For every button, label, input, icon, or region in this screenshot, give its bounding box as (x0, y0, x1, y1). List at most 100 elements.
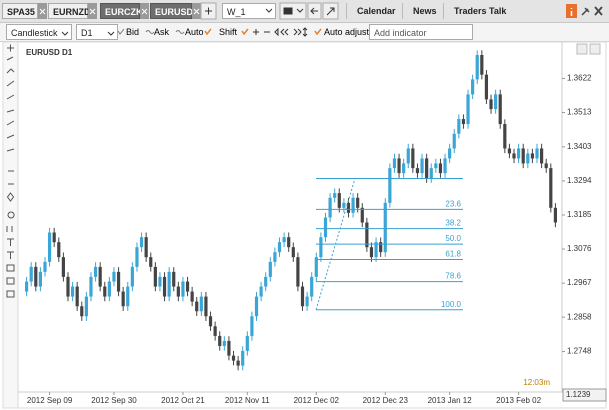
candle-body (167, 271, 171, 297)
x-tick-label: 2012 Dec 02 (294, 396, 340, 405)
candle-body (38, 271, 42, 287)
candle-body (70, 286, 75, 297)
tab[interactable]: EURUSD (150, 3, 193, 19)
candle-body (57, 242, 61, 258)
candle-body (80, 306, 84, 317)
candle-body (199, 296, 203, 312)
fib-label: 23.6 (445, 200, 461, 209)
candle-body (139, 237, 144, 248)
candle-body (328, 197, 332, 218)
candle-body (517, 148, 521, 159)
y-tick-label: 1.3076 (567, 244, 592, 253)
candle-body (126, 286, 130, 307)
candle-body (162, 276, 167, 297)
candle-body (360, 207, 364, 223)
fib-label: 100.0 (441, 300, 462, 309)
x-tick-label: 2012 Sep 30 (91, 396, 137, 405)
candle-body (383, 202, 387, 253)
y-tick-label: 1.3622 (567, 74, 592, 83)
candle-body (475, 55, 479, 80)
x-tick-label: 2013 Jan 12 (428, 396, 473, 405)
indicator-input[interactable]: Add indicator (369, 24, 473, 40)
candle-body (434, 163, 438, 169)
nav-tab[interactable]: Calendar (346, 3, 406, 19)
candle-body (185, 281, 190, 292)
candle-body (190, 291, 194, 302)
chart-frame (17, 41, 607, 409)
y-tick-label: 1.3294 (567, 176, 592, 185)
price-tag: 1.1239 (566, 390, 591, 399)
candle-body (494, 94, 498, 110)
candle-body (420, 158, 424, 174)
option[interactable]: Auto (185, 27, 204, 37)
nav-tab[interactable]: Traders Talk (443, 3, 516, 19)
chart-button[interactable] (576, 43, 588, 55)
candle-body (314, 257, 318, 277)
y-tick-label: 1.2858 (567, 312, 592, 321)
candle-body (392, 158, 397, 169)
candle-body (107, 281, 111, 297)
timer: 12:03m (523, 378, 550, 387)
candle-body (540, 148, 544, 164)
candle-body (443, 158, 447, 174)
chart-button[interactable] (589, 43, 601, 55)
candle-body (305, 296, 309, 307)
candle-body (75, 286, 79, 307)
candle-body (158, 276, 162, 287)
candle-body (457, 119, 461, 134)
y-tick-label: 1.3185 (567, 210, 592, 219)
candle-body (544, 163, 548, 169)
fib-label: 61.8 (445, 250, 461, 259)
y-tick-label: 1.2748 (567, 347, 592, 356)
candle-body (365, 222, 369, 248)
candle-body (89, 276, 93, 297)
candle-body (471, 79, 475, 95)
candle-body (144, 237, 148, 258)
x-tick-label: 2012 Sep 09 (27, 396, 73, 405)
candle-body (466, 94, 470, 125)
x-tick-label: 2013 Feb 02 (496, 396, 541, 405)
candle-body (181, 281, 185, 297)
tab[interactable]: EURNZD (48, 3, 91, 19)
fib-label: 50.0 (445, 234, 461, 243)
candle-body (310, 276, 314, 297)
candle-body (402, 163, 406, 174)
candle-body (549, 168, 553, 208)
candle-body (34, 266, 38, 287)
candle-body (254, 296, 259, 317)
candle-body (425, 158, 429, 179)
candle-body (411, 148, 415, 169)
candle-body (195, 301, 199, 312)
candle-body (153, 266, 157, 287)
tab[interactable]: EURCZK (100, 3, 143, 19)
candle-body (227, 340, 231, 356)
candle-body (282, 237, 286, 243)
candle-body (530, 153, 535, 159)
candle-body (461, 119, 466, 125)
candle-body (535, 148, 539, 159)
candle-body (484, 74, 489, 100)
candle-body (323, 217, 328, 238)
x-tick-label: 2012 Oct 21 (161, 396, 205, 405)
candle-body (103, 286, 107, 297)
nav-tab[interactable]: News (402, 3, 447, 19)
candle-body (43, 261, 47, 272)
candle-body (512, 153, 516, 159)
candle-body (438, 163, 443, 174)
candle-body (176, 286, 180, 297)
candle-body (415, 168, 420, 174)
candle-body (47, 232, 52, 262)
tab[interactable]: SPA35 (2, 3, 38, 19)
candle-body (406, 148, 410, 164)
y-tick-label: 1.3403 (567, 142, 592, 151)
auto-adjust[interactable]: Auto adjust (324, 27, 370, 37)
y-tick-label: 1.2967 (567, 278, 592, 287)
candle-body (149, 257, 153, 267)
x-tick-label: 2012 Dec 23 (363, 396, 409, 405)
candle-body (273, 252, 277, 262)
candle-body (300, 286, 305, 307)
candle-body (448, 148, 452, 159)
y-tick-label: 1.3513 (567, 108, 592, 117)
timeframe-select[interactable]: W_1 (222, 3, 276, 19)
